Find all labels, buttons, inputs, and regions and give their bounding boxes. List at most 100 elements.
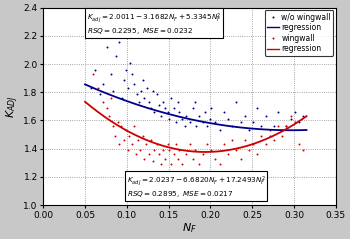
Point [168, 96, 174, 100]
Point [179, 162, 185, 166]
Point [292, 110, 298, 114]
Point [175, 157, 181, 160]
Point [160, 100, 166, 104]
Point [250, 120, 256, 124]
Point [221, 142, 226, 146]
Point [284, 124, 289, 128]
Point [129, 142, 135, 146]
Point [209, 148, 214, 152]
Point [246, 128, 252, 132]
Point [167, 148, 172, 152]
Point [113, 54, 119, 58]
Point [142, 96, 147, 100]
Point [242, 138, 247, 142]
Point [133, 152, 139, 156]
Point [238, 120, 243, 124]
Point [111, 89, 116, 93]
Point [162, 157, 168, 160]
Point [148, 106, 154, 110]
Point [146, 100, 151, 104]
Point [154, 142, 160, 146]
Point [152, 148, 157, 152]
Point [121, 78, 126, 81]
Point [157, 152, 162, 156]
Point [196, 162, 202, 166]
Point [280, 134, 285, 138]
Point [300, 114, 306, 118]
Point [171, 152, 176, 156]
Point [271, 138, 277, 142]
Point [194, 124, 199, 128]
Y-axis label: $K_{ADJ}$: $K_{ADJ}$ [4, 95, 21, 118]
Point [106, 114, 112, 118]
Text: $K_{adj}=2.0011-3.1682N_F+5.3345N_F^2$
$RSQ=0.2295,\ MSE=0.0232$: $K_{adj}=2.0011-3.1682N_F+5.3345N_F^2$ $… [87, 11, 221, 36]
Point [196, 114, 202, 118]
Point [115, 120, 120, 124]
Point [119, 96, 125, 100]
Point [292, 120, 298, 124]
Point [123, 128, 129, 132]
Point [263, 142, 268, 146]
Point [177, 110, 182, 114]
Point [280, 128, 285, 132]
Point [242, 114, 247, 118]
Point [221, 110, 226, 114]
Point [254, 106, 260, 110]
Point [96, 86, 101, 90]
Point [158, 114, 164, 118]
Point [108, 72, 114, 76]
Point [152, 110, 157, 114]
Point [183, 114, 189, 118]
Point [200, 120, 206, 124]
Point [138, 148, 143, 152]
Point [267, 128, 273, 132]
Point [183, 152, 189, 156]
Point [142, 157, 147, 160]
Point [121, 138, 126, 142]
Point [254, 152, 260, 156]
Point [101, 82, 106, 86]
Point [192, 148, 197, 152]
Point [118, 124, 124, 128]
Point [213, 120, 218, 124]
Point [188, 142, 193, 146]
Point [117, 40, 122, 43]
Point [200, 152, 206, 156]
Point [135, 138, 140, 142]
Point [165, 110, 170, 114]
Point [125, 148, 131, 152]
Point [225, 152, 231, 156]
Point [104, 106, 110, 110]
Point [132, 82, 137, 86]
Point [250, 142, 256, 146]
X-axis label: $N_F$: $N_F$ [182, 221, 197, 235]
Point [129, 72, 135, 76]
Point [188, 120, 193, 124]
Point [160, 148, 166, 152]
Point [284, 124, 289, 128]
Point [132, 124, 137, 128]
Point [104, 45, 110, 49]
Point [125, 86, 131, 90]
Point [88, 86, 94, 90]
Point [168, 162, 174, 166]
Point [229, 138, 235, 142]
Point [296, 120, 302, 124]
Point [136, 100, 141, 104]
Point [204, 124, 210, 128]
Point [148, 138, 154, 142]
Point [259, 124, 264, 128]
Point [209, 106, 214, 110]
Point [271, 124, 277, 128]
Point [150, 159, 155, 163]
Point [167, 117, 172, 121]
Point [158, 162, 164, 166]
Point [275, 110, 281, 114]
Point [190, 157, 196, 160]
Point [154, 92, 160, 96]
Point [179, 117, 185, 121]
Point [162, 106, 168, 110]
Point [202, 110, 207, 114]
Point [275, 124, 281, 128]
Point [177, 148, 182, 152]
